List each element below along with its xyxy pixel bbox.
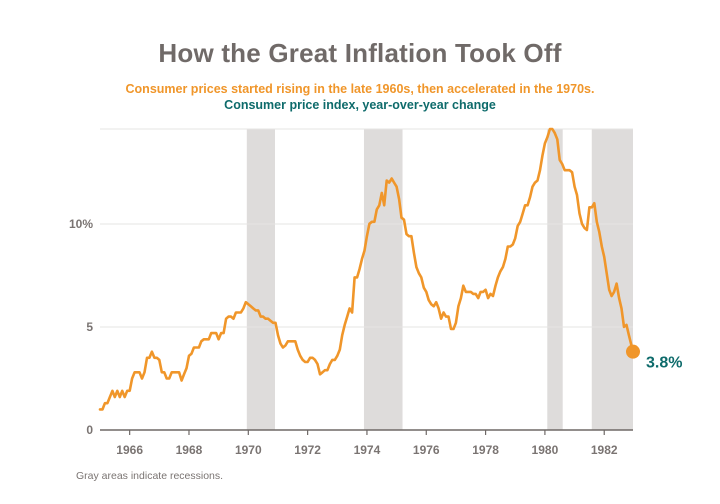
x-tick-label: 1976 bbox=[413, 443, 440, 457]
y-axis: 0 5 10% bbox=[69, 217, 93, 437]
chart-footnote: Gray areas indicate recessions. bbox=[76, 470, 224, 482]
recession-band bbox=[591, 129, 633, 430]
x-tick-label: 1980 bbox=[532, 443, 559, 457]
chart-title: How the Great Inflation Took Off bbox=[158, 38, 562, 68]
y-tick-label: 5 bbox=[86, 320, 93, 334]
x-tick-label: 1978 bbox=[472, 443, 499, 457]
x-axis: 1966 1968 1970 1972 1974 1976 1978 1980 1982 bbox=[100, 429, 633, 457]
chart-subtitle: Consumer prices started rising in the la… bbox=[125, 82, 595, 96]
series-line bbox=[98, 127, 635, 411]
recession-band bbox=[363, 129, 403, 430]
x-tick-label: 1982 bbox=[591, 443, 618, 457]
y-tick-label: 0 bbox=[86, 423, 93, 437]
x-tick-label: 1966 bbox=[116, 443, 143, 457]
x-tick-label: 1968 bbox=[176, 443, 203, 457]
recession-bands bbox=[246, 129, 633, 430]
y-tick-label: 10% bbox=[69, 217, 93, 231]
gridlines bbox=[100, 128, 633, 328]
recession-band bbox=[246, 129, 275, 430]
recession-band bbox=[547, 129, 563, 430]
chart-ylabel: Consumer price index, year-over-year cha… bbox=[224, 98, 496, 112]
x-tick-label: 1974 bbox=[354, 443, 381, 457]
end-value-label: 3.8% bbox=[646, 355, 682, 372]
end-point-marker bbox=[626, 344, 640, 359]
x-tick-label: 1972 bbox=[294, 443, 321, 457]
series-layer: 3.8% bbox=[98, 127, 682, 411]
x-tick-label: 1970 bbox=[235, 443, 262, 457]
